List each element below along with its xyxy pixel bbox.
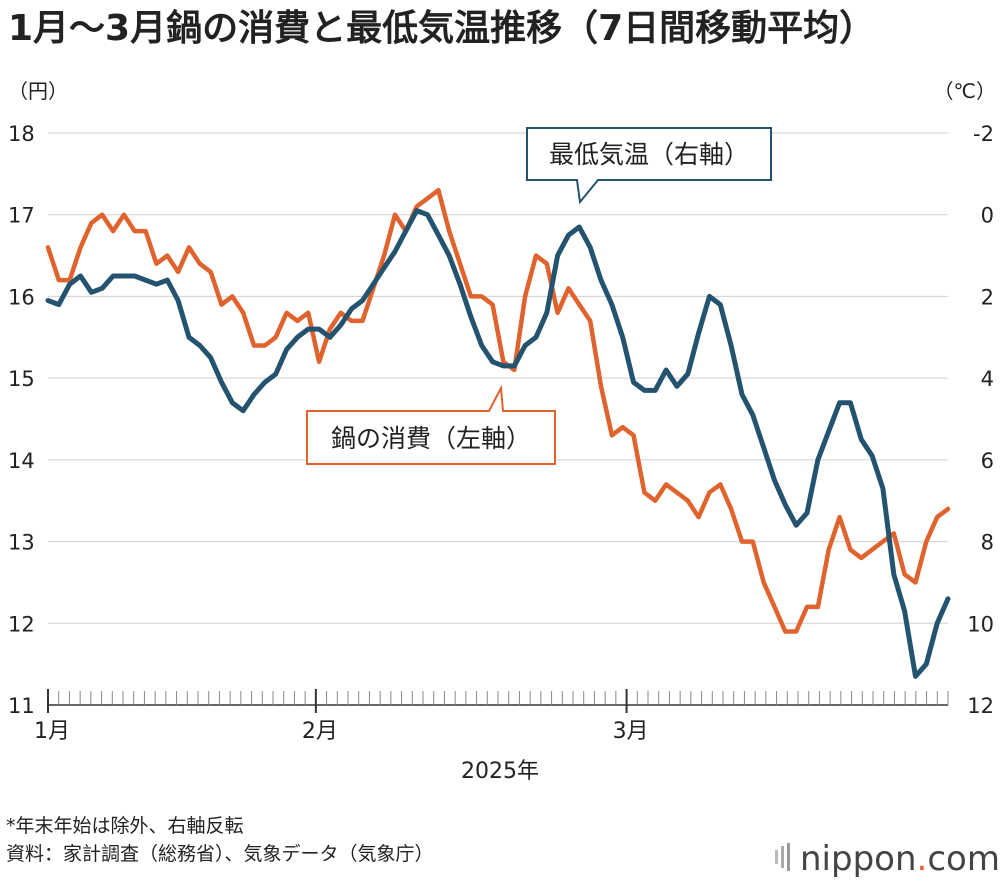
left-tick-label: 12	[8, 612, 35, 636]
right-tick-label: 0	[981, 204, 994, 228]
series-nabe-line	[45, 187, 951, 634]
callout-temperature-label: 最低気温（右軸）	[549, 140, 749, 169]
right-tick-label: 2	[981, 285, 994, 309]
nippon-logo: nippon.com	[775, 839, 1000, 879]
left-tick-label: 18	[8, 122, 35, 146]
logo-name: nippon	[800, 839, 917, 879]
source-note: 資料：家計調査（総務省）、気象データ（気象庁）	[6, 843, 434, 865]
right-tick-label: -2	[973, 122, 994, 146]
x-tick-label: 3月	[613, 719, 649, 744]
logo-dot: .	[917, 839, 928, 879]
callout-nabe: 鍋の消費（左軸）	[306, 384, 556, 465]
right-axis-unit: （℃）	[934, 79, 996, 103]
x-axis-label: 2025年	[461, 759, 539, 784]
left-tick-label: 13	[8, 531, 35, 555]
left-axis-unit: （円）	[8, 79, 68, 103]
left-tick-label: 14	[8, 449, 35, 473]
x-axis: 1月 2月 3月	[34, 689, 949, 744]
left-tick-label: 16	[8, 285, 35, 309]
callout-nabe-label: 鍋の消費（左軸）	[331, 424, 531, 453]
right-tick-label: 6	[981, 449, 994, 473]
callout-temperature-box	[526, 127, 772, 205]
right-tick-label: 8	[981, 531, 994, 555]
logo-suffix: com	[927, 839, 1000, 879]
chart-title: 1月〜3月鍋の消費と最低気温推移（7日間移動平均）	[8, 7, 875, 49]
left-axis-ticks: 11 12 13 14 15 16 17 18	[8, 122, 35, 718]
left-tick-label: 17	[8, 204, 35, 228]
callout-temperature: 最低気温（右軸）	[526, 127, 772, 205]
right-tick-label: 4	[981, 367, 994, 391]
right-axis-ticks: 12 10 8 6 4 2 0 -2	[967, 122, 994, 718]
right-tick-label: 12	[967, 694, 994, 718]
series-lines	[45, 187, 951, 679]
left-tick-label: 11	[8, 694, 35, 718]
gridlines	[48, 132, 948, 624]
svg-text:nippon.com: nippon.com	[800, 839, 1000, 879]
left-tick-label: 15	[8, 367, 35, 391]
footnote: *年末年始は除外、右軸反転	[6, 815, 244, 837]
series-temperature-line	[45, 208, 951, 679]
callout-nabe-box	[306, 384, 556, 465]
logo-bars-icon	[775, 843, 790, 871]
x-tick-label: 2月	[302, 719, 338, 744]
x-tick-label: 1月	[34, 719, 70, 744]
right-tick-label: 10	[967, 612, 994, 636]
